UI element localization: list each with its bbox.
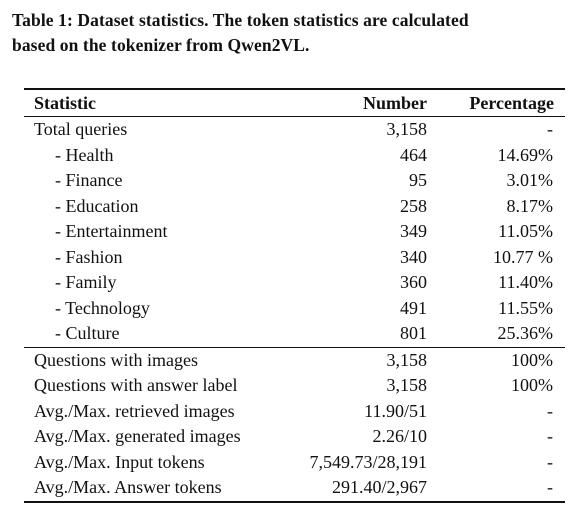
table-row: Avg./Max. Input tokens 7,549.73/28,191 - (24, 450, 565, 476)
statistics-table: Statistic Number Percentage Total querie… (24, 88, 565, 503)
table-top-rule (24, 88, 565, 90)
row-number: 11.90/51 (364, 400, 427, 421)
table-row: - Entertainment 349 11.05% (24, 219, 565, 245)
row-percentage: 25.36% (497, 323, 554, 343)
table-header-row: Statistic Number Percentage (24, 90, 565, 116)
row-number: 491 (400, 297, 427, 318)
row-label: Total queries (34, 119, 128, 139)
row-number: 801 (400, 323, 427, 343)
row-percentage: 11.40% (498, 272, 553, 292)
row-label: Avg./Max. Input tokens (34, 451, 205, 472)
row-number: 340 (400, 246, 427, 267)
table-row: - Health 464 14.69% (24, 143, 565, 169)
row-number: 349 (400, 221, 427, 241)
caption-line-2: based on the tokenizer from Qwen2VL. (12, 35, 310, 55)
table-group-queries: Total queries 3,158 - - Health 464 14.69… (24, 117, 565, 347)
row-percentage: 8.17% (506, 195, 554, 216)
row-percentage: 10.77 % (493, 246, 553, 267)
table-row: - Culture 801 25.36% (24, 321, 565, 347)
row-number: 3,158 (386, 349, 428, 370)
table-row: - Finance 95 3.01% (24, 168, 565, 194)
row-label: - Entertainment (55, 221, 168, 241)
table-header-rule (24, 116, 565, 117)
row-label: - Education (55, 195, 139, 216)
row-percentage: - (547, 119, 553, 139)
row-percentage: 14.69% (497, 144, 554, 165)
row-percentage: - (547, 400, 553, 421)
header-number: Number (363, 93, 427, 113)
row-number: 464 (400, 144, 427, 165)
row-label: Avg./Max. Answer tokens (34, 477, 222, 497)
header-percentage: Percentage (469, 93, 554, 113)
row-number: 360 (400, 272, 427, 292)
table-row: Total queries 3,158 - (24, 117, 565, 143)
table-bottom-rule (24, 500, 565, 503)
row-label: - Family (55, 272, 117, 292)
table-row: Avg./Max. generated images 2.26/10 - (24, 424, 565, 450)
row-number: 258 (400, 195, 427, 216)
table-caption: Table 1: Dataset statistics. The token s… (12, 8, 578, 58)
row-percentage: - (547, 426, 553, 446)
table-group-rule (24, 346, 565, 348)
row-percentage: 100% (511, 349, 553, 370)
row-number: 7,549.73/28,191 (309, 451, 427, 472)
row-label: Avg./Max. generated images (34, 426, 241, 446)
row-label: Questions with images (34, 349, 198, 370)
table-row: - Family 360 11.40% (24, 270, 565, 296)
row-percentage: 11.05% (498, 221, 553, 241)
table-row: Avg./Max. Answer tokens 291.40/2,967 - (24, 475, 565, 501)
table-row: - Education 258 8.17% (24, 194, 565, 220)
row-label: - Technology (55, 297, 150, 318)
row-label: Avg./Max. retrieved images (34, 400, 235, 421)
row-number: 2.26/10 (372, 426, 427, 446)
row-label: - Health (55, 144, 114, 165)
row-number: 3,158 (386, 375, 428, 395)
caption-line-1: Table 1: Dataset statistics. The token s… (12, 10, 469, 30)
row-number: 3,158 (386, 119, 428, 139)
row-percentage: - (547, 477, 553, 497)
table-row: Questions with answer label 3,158 100% (24, 373, 565, 399)
row-label: - Culture (55, 323, 120, 343)
row-label: - Finance (55, 170, 123, 190)
table-row: Avg./Max. retrieved images 11.90/51 - (24, 399, 565, 425)
header-statistic: Statistic (34, 93, 96, 113)
table-group-averages: Questions with images 3,158 100% Questio… (24, 348, 565, 501)
row-percentage: - (547, 451, 553, 472)
table-row: - Fashion 340 10.77 % (24, 245, 565, 271)
row-label: - Fashion (55, 246, 123, 267)
row-percentage: 100% (511, 375, 553, 395)
table-row: - Technology 491 11.55% (24, 296, 565, 322)
row-percentage: 11.55% (498, 297, 553, 318)
row-percentage: 3.01% (506, 170, 554, 190)
table-row: Questions with images 3,158 100% (24, 348, 565, 374)
row-number: 95 (409, 170, 427, 190)
row-number: 291.40/2,967 (331, 477, 427, 497)
row-label: Questions with answer label (34, 375, 238, 395)
